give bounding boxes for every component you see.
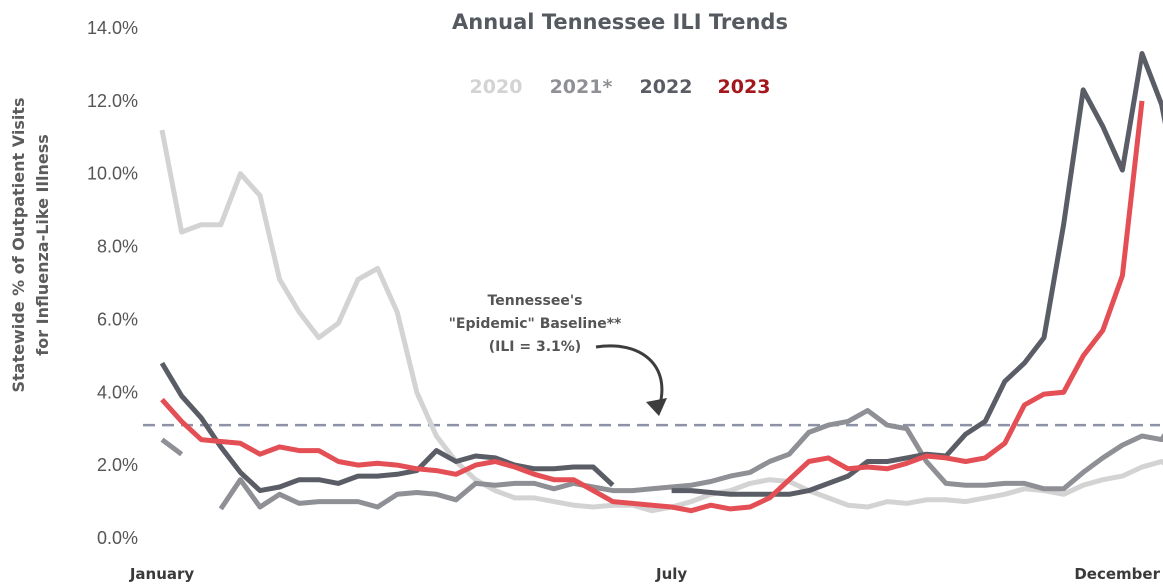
- curved-arrow-icon: [595, 344, 664, 409]
- y-tick-label: 10.0%: [87, 164, 138, 184]
- y-axis-label-line1: Statewide % of Outpatient Visits: [9, 98, 28, 393]
- x-tick-label: July: [655, 565, 687, 583]
- legend-item-2022: 2022: [640, 76, 693, 98]
- series-line-2020: [159, 129, 1163, 514]
- baseline-annotation-line2: "Epidemic" Baseline**: [449, 316, 622, 332]
- y-axis-ticks: 14.0% 12.0% 10.0% 8.0% 6.0% 4.0% 2.0% 0.0%: [87, 18, 138, 548]
- baseline-annotation-line3: (ILI = 3.1%): [489, 339, 581, 355]
- y-tick-label: 12.0%: [87, 91, 138, 111]
- series-line-2021: [218, 408, 1163, 511]
- y-tick-label: 6.0%: [97, 309, 138, 329]
- baseline-annotation: Tennessee's "Epidemic" Baseline** (ILI =…: [449, 293, 667, 416]
- y-tick-label: 0.0%: [97, 528, 138, 548]
- y-tick-label: 8.0%: [97, 237, 138, 257]
- arrow-head-icon: [646, 398, 667, 416]
- y-axis-label-line2: for Influenza-Like Illness: [33, 134, 52, 356]
- series-line-2022: [159, 361, 615, 494]
- y-axis-label: Statewide % of Outpatient Visits for Inf…: [9, 98, 52, 393]
- legend: 2020 2021* 2022 2023: [470, 76, 771, 98]
- series-line-2023: [160, 100, 1145, 514]
- x-tick-label: January: [129, 565, 195, 583]
- baseline-annotation-line1: Tennessee's: [488, 293, 583, 309]
- x-axis-ticks: January July December: [129, 565, 1161, 583]
- y-tick-label: 2.0%: [97, 455, 138, 475]
- series-line-2021: [160, 437, 184, 457]
- chart-title: Annual Tennessee ILI Trends: [452, 10, 788, 34]
- legend-item-2020: 2020: [470, 76, 523, 98]
- series-line-2022: [671, 51, 1163, 497]
- legend-item-2023: 2023: [718, 76, 771, 98]
- legend-item-2021: 2021*: [550, 76, 613, 98]
- x-tick-label: December: [1074, 565, 1160, 583]
- y-tick-label: 4.0%: [97, 382, 138, 402]
- series-lines: [159, 51, 1163, 514]
- y-tick-label: 14.0%: [87, 18, 138, 38]
